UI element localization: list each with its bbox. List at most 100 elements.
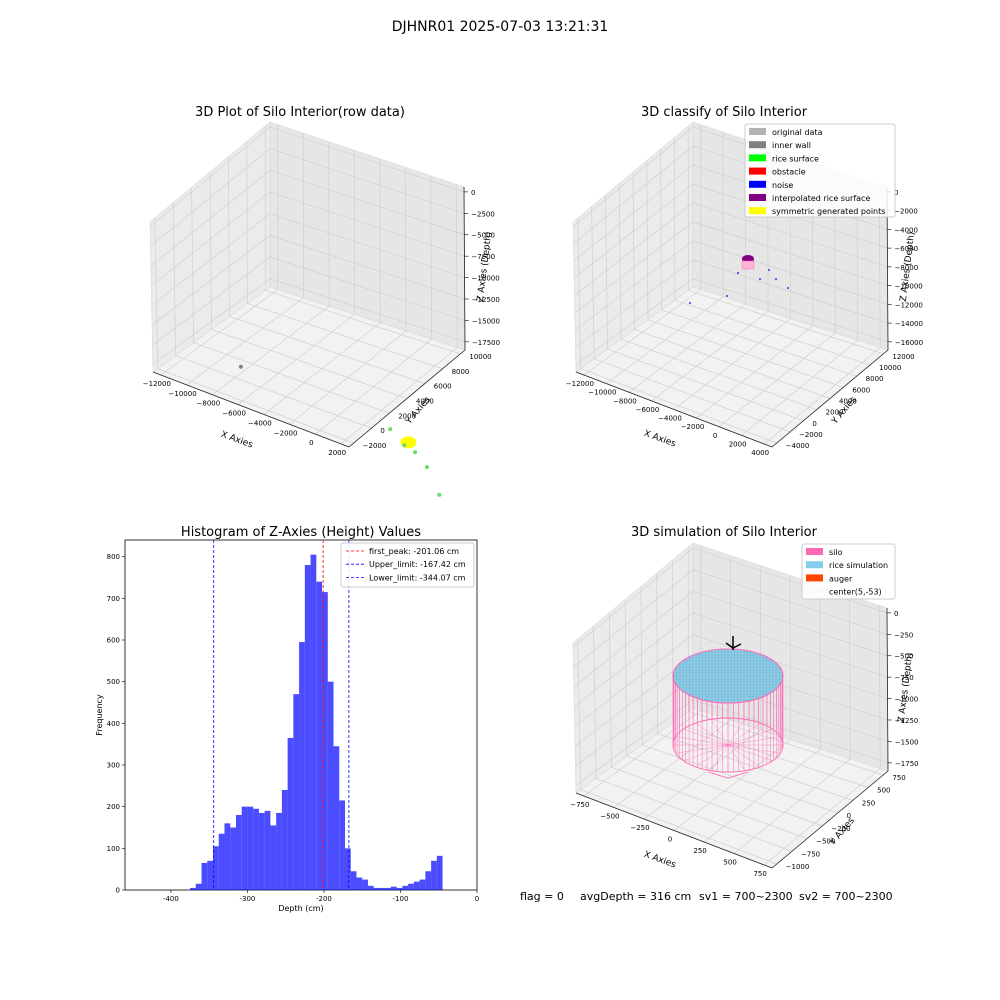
gridline-x (733, 758, 851, 854)
noise-point (689, 302, 691, 304)
x-tick-label: −6000 (222, 410, 246, 418)
gridline-x (763, 768, 881, 866)
legend-label: noise (772, 181, 793, 190)
gridline-x (789, 575, 791, 740)
x-tick-label: 0 (475, 895, 479, 903)
x-tick-label: 2000 (328, 449, 346, 457)
panel-classify-3d-title: 3D classify of Silo Interior (641, 105, 808, 120)
y-tick-label: 4000 (839, 398, 857, 406)
z-tick-label: −750 (894, 674, 913, 682)
z-tick-label: −7500 (471, 253, 495, 261)
gridline-y (157, 368, 354, 444)
panel-simulation-3d-xlabel: X Axies (642, 850, 677, 871)
histogram-bar (402, 885, 409, 890)
histogram-bar (190, 887, 196, 890)
legend-swatch (806, 561, 823, 569)
x-axis-line (575, 371, 773, 448)
gridline-x (643, 729, 761, 820)
gridline-z (573, 569, 888, 668)
gridline-y (580, 368, 777, 444)
gridline-y (595, 778, 793, 852)
legend-swatch (749, 194, 766, 201)
gridline-z (149, 126, 465, 227)
z-tick-label: −2000 (894, 208, 918, 216)
x-tick-label: −12000 (566, 380, 594, 388)
noise-point (726, 295, 728, 297)
z-tick-label: −10000 (472, 275, 500, 283)
silo-top-rim (672, 648, 784, 704)
gridline-y (620, 338, 817, 410)
footer-sv2: sv2 = 700~2300 (799, 890, 893, 903)
gridline-z (151, 191, 465, 286)
gridline-y (594, 358, 791, 433)
z-axis-line (886, 607, 889, 772)
histogram-bar (235, 815, 242, 890)
gridline-z (573, 183, 888, 279)
gridline-y (154, 217, 159, 369)
gridline-x (379, 158, 381, 323)
x-tick-label: 2000 (729, 440, 747, 448)
rice-surface-point (388, 427, 393, 432)
histogram-bar (224, 823, 231, 890)
y-axis-line (771, 349, 889, 448)
legend-frame (744, 123, 896, 218)
histogram-bar (316, 581, 323, 890)
panel-simulation-3d-title: 3D simulation of Silo Interior (631, 525, 818, 540)
legend-swatch (749, 207, 766, 215)
legend-label: rice simulation (829, 561, 888, 570)
footer-sv1: sv1 = 700~2300 (699, 890, 793, 903)
gridline-x (404, 167, 407, 331)
y-tick-label: 500 (877, 787, 890, 795)
x-tick-label: 4000 (751, 449, 769, 457)
legend-label: silo (829, 548, 843, 557)
histogram-bar (362, 879, 368, 890)
silo-cone (707, 771, 749, 779)
gridline-y (593, 625, 597, 779)
x-tick-label: −750 (570, 801, 589, 809)
histogram-bars (190, 554, 443, 890)
y-tick-label: −750 (801, 850, 820, 858)
panel-raw-3d-zlabel: Z Axies (Depth) (476, 231, 495, 302)
gridline-z (150, 148, 465, 247)
gridline-y (209, 171, 212, 330)
x-tick-label: −250 (630, 824, 649, 832)
x-tick-label: -300 (239, 895, 255, 903)
legend-swatch (806, 548, 823, 555)
z-tick-label: 0 (471, 189, 475, 197)
legend-swatch (749, 141, 766, 149)
legend-label: original data (772, 128, 823, 137)
histogram-bar (436, 855, 443, 890)
noise-point (768, 269, 770, 271)
panel-classify-3d-xlabel: X Axies (642, 429, 677, 450)
histogram-bar (339, 800, 345, 890)
gridline-y (211, 329, 408, 399)
histogram-bar (287, 737, 294, 890)
y-tick-label: 100 (107, 845, 120, 853)
y-tick-label: −500 (816, 838, 835, 846)
gridline-y (191, 187, 194, 343)
gridline-x (849, 595, 851, 759)
gridline-y (674, 299, 871, 366)
gridline-y (247, 303, 443, 370)
histogram-bar (241, 806, 248, 890)
y-tick-label: 0 (847, 812, 851, 820)
legend-label: inner wall (772, 141, 811, 150)
z-tick-label: −5000 (471, 232, 495, 240)
noise-point (759, 278, 761, 280)
inner-wall-point (238, 364, 243, 369)
x-tick-label: -400 (163, 895, 179, 903)
gridline-z (151, 234, 465, 326)
y-tick-label: 10000 (879, 364, 901, 372)
gridline-y (661, 309, 857, 377)
y-tick-label: 10000 (469, 353, 491, 361)
y-tick-label: 400 (107, 720, 120, 728)
y-tick-label: 800 (107, 553, 120, 561)
legend-label: auger (829, 574, 853, 583)
legend-label: first_peak: -201.06 cm (369, 547, 459, 556)
y-tick-label: 6000 (852, 386, 870, 394)
legend-frame (801, 543, 896, 600)
gridline-y (626, 755, 823, 827)
histogram-y-ticks: 0 100 200 300 400 500 600 700 800 (107, 553, 125, 895)
z-tick-label: 0 (894, 610, 898, 618)
